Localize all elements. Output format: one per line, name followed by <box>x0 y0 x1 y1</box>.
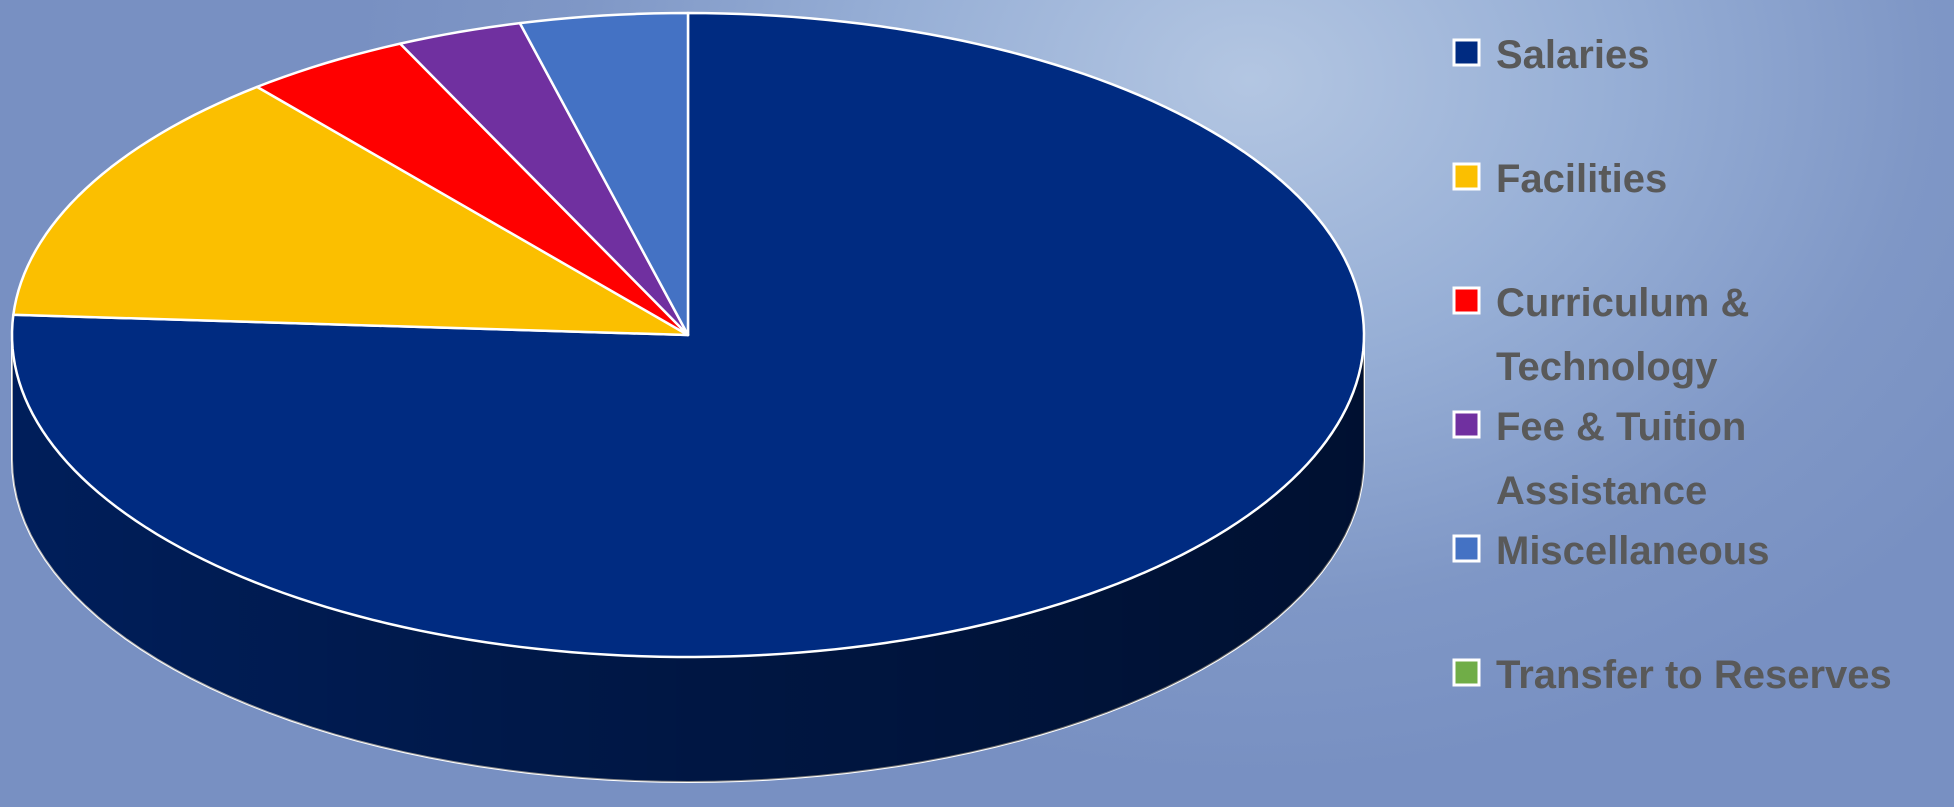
legend-swatch <box>1452 286 1481 315</box>
pie-side-shade-salaries <box>12 335 1364 782</box>
pie-top <box>10 11 1366 659</box>
legend-label: Transfer to Reserves <box>1496 653 1892 697</box>
pie-slice-facilities <box>12 85 690 337</box>
legend-label: Miscellaneous <box>1496 529 1769 573</box>
legend-swatch <box>1452 658 1481 687</box>
legend-label: Technology <box>1496 345 1718 389</box>
legend-item-fee-and-tuition-assistance: Fee & Tuition Assistance <box>1452 405 1746 513</box>
legend-label: Facilities <box>1496 157 1667 201</box>
legend-swatch <box>1452 162 1481 191</box>
legend: Salaries Facilities Curriculum & Technology… <box>1452 33 1892 697</box>
legend-swatch <box>1452 410 1481 439</box>
legend-label: Fee & Tuition <box>1496 405 1746 449</box>
legend-item-salaries: Salaries <box>1452 33 1649 77</box>
legend-item-transfer-to-reserves: Transfer to Reserves <box>1452 653 1892 697</box>
legend-label: Salaries <box>1496 33 1649 77</box>
legend-swatch <box>1452 534 1481 563</box>
legend-swatch <box>1452 38 1481 67</box>
legend-item-curriculum-and-technology: Curriculum & Technology <box>1452 281 1749 389</box>
legend-item-facilities: Facilities <box>1452 157 1667 201</box>
pie-slice-fee-and-tuition-assistance <box>398 21 690 337</box>
legend-label: Assistance <box>1496 469 1707 513</box>
pie-slice-miscellaneous <box>518 11 690 337</box>
legend-item-miscellaneous: Miscellaneous <box>1452 529 1769 573</box>
pie-slice-curriculum-and-technology <box>255 42 690 337</box>
legend-label: Curriculum & <box>1496 281 1749 325</box>
